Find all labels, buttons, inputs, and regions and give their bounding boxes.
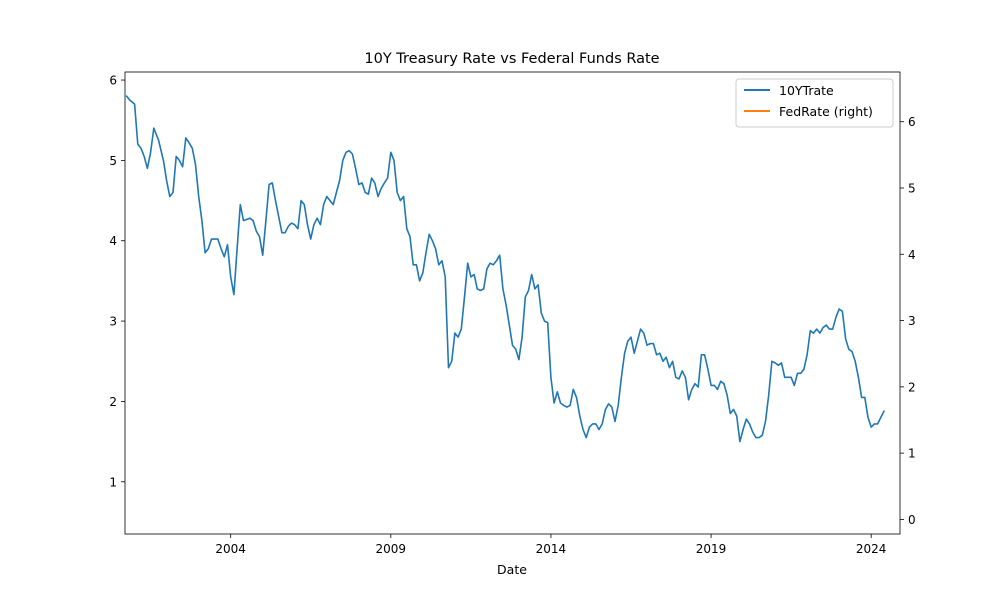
legend-label-10ytrate: 10YTrate (779, 83, 834, 98)
y-right-tick-label: 3 (908, 314, 916, 328)
y-right-tick-label: 1 (908, 447, 916, 461)
y-left-tick-label: 2 (109, 395, 117, 409)
x-tick-label: 2004 (215, 542, 246, 556)
y-left-tick-label: 6 (109, 74, 117, 88)
x-tick-label: 2009 (376, 542, 407, 556)
legend-box (735, 78, 894, 128)
legend-label-fedrate: FedRate (right) (779, 104, 873, 119)
x-tick-label: 2014 (536, 542, 567, 556)
y-right-tick-label: 5 (908, 181, 916, 195)
x-tick-label: 2019 (696, 542, 727, 556)
series-line-10ytrate (125, 95, 885, 443)
y-right-tick-label: 6 (908, 115, 916, 129)
chart-title: 10Y Treasury Rate vs Federal Funds Rate (364, 51, 659, 67)
y-left-tick-label: 1 (109, 475, 117, 489)
plot-area (125, 95, 885, 443)
plot-frame (124, 71, 901, 535)
y-right-tick-label: 4 (908, 248, 916, 262)
y-left-tick-label: 4 (109, 234, 117, 248)
y-axis-left: 1 2 3 4 5 6 (109, 74, 125, 489)
y-left-tick-label: 5 (109, 154, 117, 168)
legend: 10YTrate FedRate (right) (735, 78, 894, 128)
x-axis-label: Date (497, 562, 527, 577)
x-tick-label: 2024 (856, 542, 887, 556)
y-axis-right: 0 1 2 3 4 5 6 (900, 115, 916, 527)
y-right-tick-label: 0 (908, 513, 916, 527)
x-axis: 2004 2009 2014 2019 2024 (215, 534, 886, 556)
y-right-tick-label: 2 (908, 380, 916, 394)
y-left-tick-label: 3 (109, 315, 117, 329)
